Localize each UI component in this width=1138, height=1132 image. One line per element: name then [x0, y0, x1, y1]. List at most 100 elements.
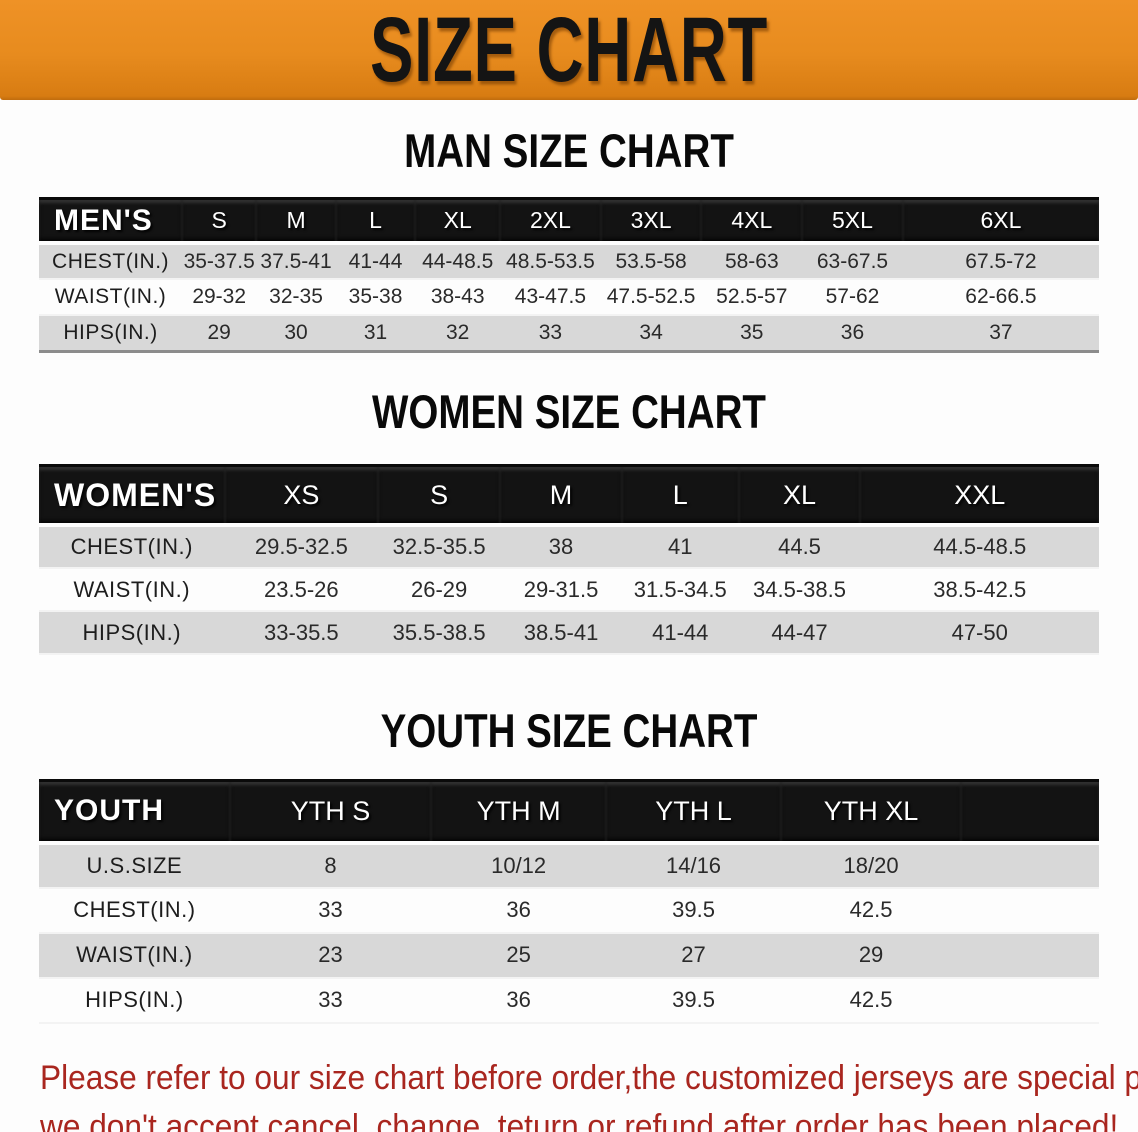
value-cell: 63-67.5	[816, 249, 889, 273]
table-header-cell: YTH L	[606, 779, 781, 845]
table-row: CHEST(IN.) 33 36 39.5 42.5	[39, 887, 1099, 933]
value-cell: 44.5-48.5	[933, 534, 1027, 560]
table-header-cell: XL	[738, 463, 861, 528]
value-cell: 33	[318, 987, 343, 1013]
value-cell: 18/20	[843, 852, 899, 878]
value-cell: 47-50	[951, 619, 1008, 645]
table-header-row: MEN'S S M L XL 2XL 3XL 4XL 5XL 6XL	[39, 196, 1099, 246]
table-row: CHEST(IN.) 35-37.5 37.5-41 41-44 44-48.5 48.5…	[39, 243, 1099, 280]
size-table: MEN'S S M L XL 2XL 3XL 4XL 5XL 6XL CHEST(IN.) 35-37…	[39, 196, 1099, 353]
value-cell: 43-47.5	[514, 285, 587, 309]
banner-title: SIZE CHART	[369, 0, 769, 101]
table-header-cell: 3XL	[600, 196, 702, 246]
table-header-cell: YTH XL	[780, 779, 962, 845]
row-label-cell: CHEST(IN.)	[73, 897, 196, 923]
row-label-cell: CHEST(IN.)	[70, 534, 193, 560]
table-header-cell: XS	[224, 463, 379, 528]
value-cell: 8	[324, 852, 337, 878]
value-cell: 32-35	[269, 285, 323, 309]
table-header-cell: 4XL	[701, 196, 803, 246]
table-row: U.S.SIZE 8 10/12 14/16 18/20	[39, 842, 1099, 888]
value-cell: 32	[446, 321, 470, 345]
filler-cell	[961, 933, 1099, 978]
value-cell: 25	[506, 942, 531, 968]
value-cell: 33	[318, 897, 343, 923]
value-cell: 37.5-41	[260, 249, 332, 273]
value-cell: 48.5-53.5	[506, 249, 595, 273]
table-header-cell: 5XL	[802, 196, 903, 246]
value-cell: 23.5-26	[264, 576, 339, 602]
table-row: WAIST(IN.) 29-32 32-35 35-38 38-43 43-47.5 47.…	[39, 279, 1099, 316]
value-cell: 29	[858, 942, 884, 968]
row-label-cell: WAIST(IN.)	[76, 942, 193, 968]
row-label-cell: U.S.SIZE	[86, 852, 183, 878]
value-cell: 44-48.5	[422, 249, 494, 273]
footer-note-line-2: we don't accept cancel, change, teturn o…	[40, 1107, 1119, 1132]
filler-cell	[961, 978, 1099, 1023]
table-header-cell: 6XL	[902, 196, 1099, 246]
value-cell: 29-32	[192, 285, 247, 309]
table-header-cell: S	[378, 463, 501, 528]
size-chart-section: WOMEN SIZE CHART WOMEN'S XS S M L XL XXL CHEST(I…	[0, 387, 1138, 656]
value-cell: 47.5-52.5	[606, 285, 696, 309]
table-header-cell: YTH M	[431, 779, 607, 845]
value-cell: 36	[506, 897, 531, 923]
section-title: MAN SIZE CHART	[404, 124, 734, 177]
value-cell: 37	[989, 321, 1013, 345]
table-row: CHEST(IN.) 29.5-32.5 32.5-35.5 38 41 44.5 44.5…	[39, 525, 1099, 569]
value-cell: 31.5-34.5	[633, 576, 727, 602]
value-cell: 41-44	[652, 619, 709, 645]
row-label-cell: HIPS(IN.)	[63, 321, 158, 345]
table-header-row: WOMEN'S XS S M L XL XXL	[39, 463, 1099, 528]
size-chart-section: YOUTH SIZE CHART YOUTH YTH S YTH M YTH L YTH …	[0, 704, 1138, 1024]
value-cell: 42.5	[849, 987, 893, 1013]
table-header-cell: M	[500, 463, 622, 528]
table-row: HIPS(IN.) 29 30 31 32 33 34 35 36 37	[39, 315, 1099, 352]
value-cell: 39.5	[672, 897, 715, 923]
table-header-cell: XL	[415, 196, 501, 246]
value-cell: 38.5-42.5	[933, 576, 1027, 602]
value-cell: 44.5	[778, 534, 821, 560]
row-label-cell: HIPS(IN.)	[85, 987, 184, 1013]
row-label-cell: WAIST(IN.)	[54, 285, 167, 309]
size-table: YOUTH YTH S YTH M YTH L YTH XL U.S.SIZE 8 10/12…	[39, 779, 1099, 1024]
value-cell: 58-63	[724, 249, 779, 273]
table-header-cell: S	[182, 196, 257, 246]
value-cell: 36	[840, 321, 865, 345]
value-cell: 67.5-72	[965, 249, 1037, 273]
value-cell: 35.5-38.5	[392, 619, 486, 645]
value-cell: 38.5-41	[523, 619, 599, 645]
value-cell: 38-43	[430, 285, 485, 309]
table-header-cell: L	[621, 463, 739, 528]
value-cell: 33-35.5	[264, 619, 339, 645]
value-cell: 35-37.5	[183, 249, 255, 273]
table-header-cell: XXL	[860, 463, 1099, 528]
table-header-label: YOUTH	[39, 779, 230, 845]
size-table: WOMEN'S XS S M L XL XXL CHEST(IN.) 29.5-32.5 32.5…	[39, 463, 1099, 656]
table-row: WAIST(IN.) 23 25 27 29	[39, 932, 1099, 978]
value-cell: 36	[506, 987, 531, 1013]
table-header-cell: YTH S	[229, 779, 432, 845]
table-header-cell: L	[335, 196, 416, 246]
value-cell: 29-31.5	[523, 576, 599, 602]
value-cell: 29.5-32.5	[254, 534, 348, 560]
row-label-cell: WAIST(IN.)	[73, 576, 191, 602]
footer-note-line-1: Please refer to our size chart before or…	[40, 1058, 1138, 1097]
value-cell: 33	[538, 321, 563, 345]
value-cell: 41-44	[348, 249, 403, 273]
value-cell: 31	[363, 321, 388, 345]
table-row: WAIST(IN.) 23.5-26 26-29 29-31.5 31.5-34.5 34…	[39, 568, 1099, 612]
section-title: YOUTH SIZE CHART	[380, 704, 758, 758]
value-cell: 52.5-57	[716, 285, 788, 309]
table-header-cell: 2XL	[500, 196, 601, 246]
value-cell: 44-47	[771, 619, 828, 645]
value-cell: 35	[740, 321, 764, 345]
value-cell: 23	[318, 942, 343, 968]
value-cell: 29	[207, 321, 231, 345]
table-header-row: YOUTH YTH S YTH M YTH L YTH XL	[39, 779, 1099, 845]
table-row: HIPS(IN.) 33 36 39.5 42.5	[39, 977, 1099, 1023]
value-cell: 34.5-38.5	[753, 576, 846, 602]
value-cell: 32.5-35.5	[392, 534, 486, 560]
value-cell: 35-38	[348, 285, 403, 309]
value-cell: 39.5	[672, 987, 715, 1013]
